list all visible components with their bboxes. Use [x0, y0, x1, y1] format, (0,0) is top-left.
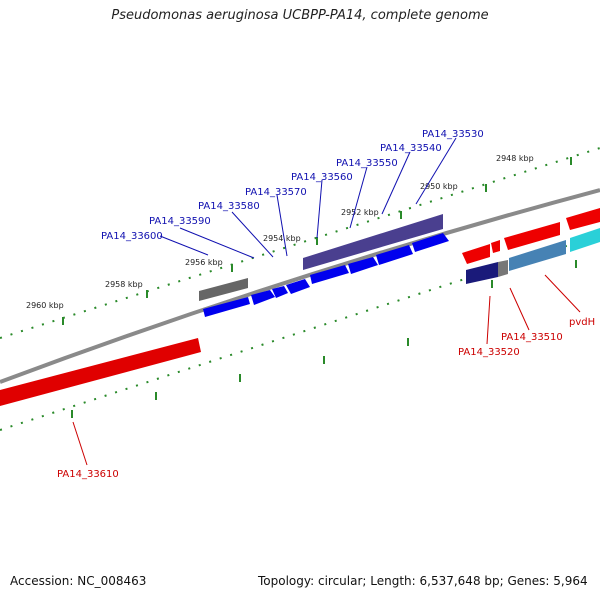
cds-arrow-red	[504, 222, 560, 250]
cds-arrow	[286, 279, 310, 294]
cds-arrow	[412, 233, 449, 252]
leader-line	[276, 194, 288, 257]
genome-summary-text: Topology: circular; Length: 6,537,648 bp…	[258, 574, 588, 588]
leader-line	[381, 151, 411, 215]
leader-line	[316, 179, 323, 239]
leader-line	[159, 235, 209, 256]
gene-label: PA14_33540	[380, 143, 442, 154]
leader-line	[415, 137, 457, 205]
gene-block-gray	[498, 260, 508, 277]
accession-text: Accession: NC_008463	[10, 574, 147, 588]
gene-label: PA14_33550	[336, 158, 398, 169]
gene-block-cyan	[570, 228, 600, 252]
leader-line	[349, 166, 368, 229]
gene-block-purple	[303, 214, 443, 270]
ruler-label-2950: 2950 kbp	[420, 182, 458, 191]
leader-line	[179, 227, 255, 259]
ruler-label-2948: 2948 kbp	[496, 154, 534, 163]
leader-line	[72, 421, 88, 466]
leader-line	[486, 295, 491, 345]
cds-arrow	[310, 265, 349, 284]
gene-label: PA14_33590	[149, 216, 211, 227]
gene-block-navy	[466, 262, 498, 284]
reverse-gene-row	[462, 208, 600, 284]
gene-label: PA14_33510	[501, 332, 563, 343]
forward-gene-row	[199, 214, 443, 301]
inner-major-ticks	[71, 260, 577, 418]
gene-label: PA14_33530	[422, 129, 484, 140]
ruler-label-2954: 2954 kbp	[263, 234, 301, 243]
cds-arrow	[376, 245, 413, 265]
cds-arrow-red	[566, 208, 600, 230]
outer-major-ticks	[62, 157, 572, 325]
gene-label: PA14_33580	[198, 201, 260, 212]
cds-arrow-red	[491, 240, 500, 253]
cds-arrow	[272, 286, 288, 298]
ruler-label-2958: 2958 kbp	[105, 280, 143, 289]
map-title: Pseudomonas aeruginosa UCBPP-PA14, compl…	[111, 8, 489, 23]
ruler-label-2952: 2952 kbp	[341, 208, 379, 217]
genome-backbone	[0, 188, 600, 384]
gene-label: PA14_33600	[101, 231, 163, 242]
cds-arrow-red	[462, 244, 490, 264]
gene-label: PA14_33570	[245, 187, 307, 198]
gene-block-gray	[199, 278, 248, 301]
cds-arrow	[348, 257, 378, 274]
gene-label: PA14_33560	[291, 172, 353, 183]
forward-cds-row	[203, 233, 449, 317]
gene-label: PA14_33520	[458, 347, 520, 358]
leader-line	[231, 211, 274, 258]
cds-bar-red	[0, 338, 201, 406]
gene-label: pvdH	[569, 317, 595, 328]
gene-block-steel	[509, 240, 566, 271]
leader-line	[509, 287, 530, 331]
ruler-label-2960: 2960 kbp	[26, 301, 64, 310]
gene-label: PA14_33610	[57, 469, 119, 480]
cds-arrow	[203, 297, 250, 317]
leader-line	[544, 274, 581, 313]
cds-arrow	[251, 290, 275, 305]
ruler-label-2956: 2956 kbp	[185, 258, 223, 267]
